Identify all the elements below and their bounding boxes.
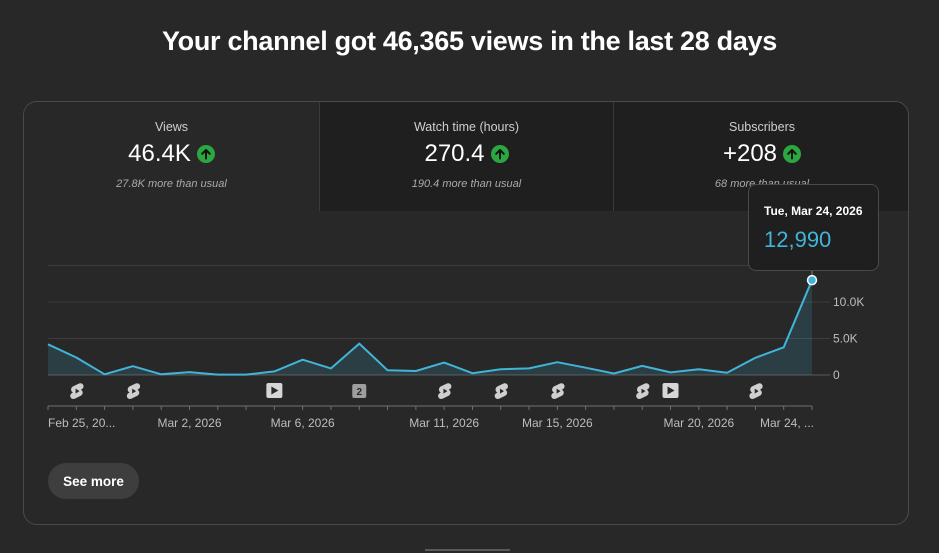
data-point (356, 341, 362, 347)
see-more-button[interactable]: See more (48, 463, 139, 499)
analytics-card: Views 46.4K 27.8K more than usual Watch … (23, 101, 909, 525)
data-point (583, 365, 589, 371)
data-point (469, 370, 475, 376)
data-point (158, 371, 164, 377)
data-point (130, 363, 136, 369)
data-point (413, 368, 419, 374)
tab-watch-time-value: 270.4 (424, 140, 485, 167)
x-tick-label: Mar 11, 2026 (409, 416, 479, 430)
data-point (328, 365, 334, 371)
arrow-up-icon (783, 145, 802, 163)
data-point (498, 366, 504, 372)
metric-tabs: Views 46.4K 27.8K more than usual Watch … (24, 102, 908, 211)
data-point (300, 357, 306, 363)
data-point (73, 354, 79, 360)
data-point (102, 371, 108, 377)
arrow-up-icon (490, 145, 509, 163)
shorts-icon (70, 383, 84, 399)
chart-line (47, 279, 813, 376)
x-tick-label: Mar 20, 2026 (663, 416, 734, 430)
data-point (186, 369, 192, 375)
page-headline: Your channel got 46,365 views in the las… (161, 26, 778, 56)
tab-views-sub: 27.8K more than usual (116, 178, 227, 190)
data-point (668, 369, 674, 375)
data-point (243, 372, 249, 378)
tab-subscribers-value: +208 (722, 140, 778, 167)
data-point (724, 370, 730, 376)
x-tick-label: Mar 15, 2026 (522, 416, 593, 430)
highlight-point (806, 274, 818, 286)
data-point (271, 368, 277, 374)
arrow-up-icon (196, 145, 215, 163)
data-point (696, 366, 702, 372)
shorts-icon (438, 383, 452, 399)
data-point (781, 344, 787, 350)
tooltip-value: 12,990 (764, 227, 832, 252)
tab-views-value: 46.4K (128, 140, 191, 167)
x-tick-label: Feb 25, 20... (48, 416, 115, 430)
data-point (215, 372, 221, 378)
shorts-icon (636, 383, 650, 399)
data-point (441, 360, 447, 366)
shorts-icon (551, 383, 565, 399)
tooltip-date: Tue, Mar 24, 2026 (764, 204, 863, 218)
marker-count: 2 (356, 387, 362, 398)
data-point (526, 365, 532, 371)
data-point (385, 367, 391, 373)
chart-area (48, 280, 812, 375)
y-tick-label: 0 (833, 368, 840, 382)
data-point (611, 371, 617, 377)
data-point (45, 341, 51, 347)
x-tick-label: Mar 6, 2026 (271, 416, 335, 430)
chart-tooltip: Tue, Mar 24, 2026 12,990 (748, 184, 879, 271)
shorts-icon (494, 383, 508, 399)
tab-views-label: Views (154, 120, 189, 134)
tab-subscribers-label: Subscribers (729, 120, 795, 134)
tab-watch-time[interactable]: Watch time (hours) 270.4 190.4 more than… (319, 102, 614, 211)
tab-views[interactable]: Views 46.4K 27.8K more than usual (24, 102, 319, 211)
data-point (554, 359, 560, 365)
tab-watch-time-label: Watch time (hours) (413, 120, 520, 134)
x-tick-label: Mar 2, 2026 (157, 416, 221, 430)
shorts-icon (126, 383, 141, 399)
data-point (639, 363, 645, 369)
scroll-handle[interactable] (425, 549, 510, 551)
y-tick-label: 10.0K (833, 295, 864, 309)
tab-watch-time-sub: 190.4 more than usual (411, 178, 522, 190)
play-icon (667, 386, 675, 395)
marker-count-badge (352, 384, 367, 398)
data-point (752, 355, 758, 361)
x-tick-label: Mar 24, ... (760, 416, 814, 430)
y-tick-label: 5.0K (833, 332, 858, 346)
play-icon (271, 386, 279, 395)
shorts-icon (749, 383, 763, 399)
